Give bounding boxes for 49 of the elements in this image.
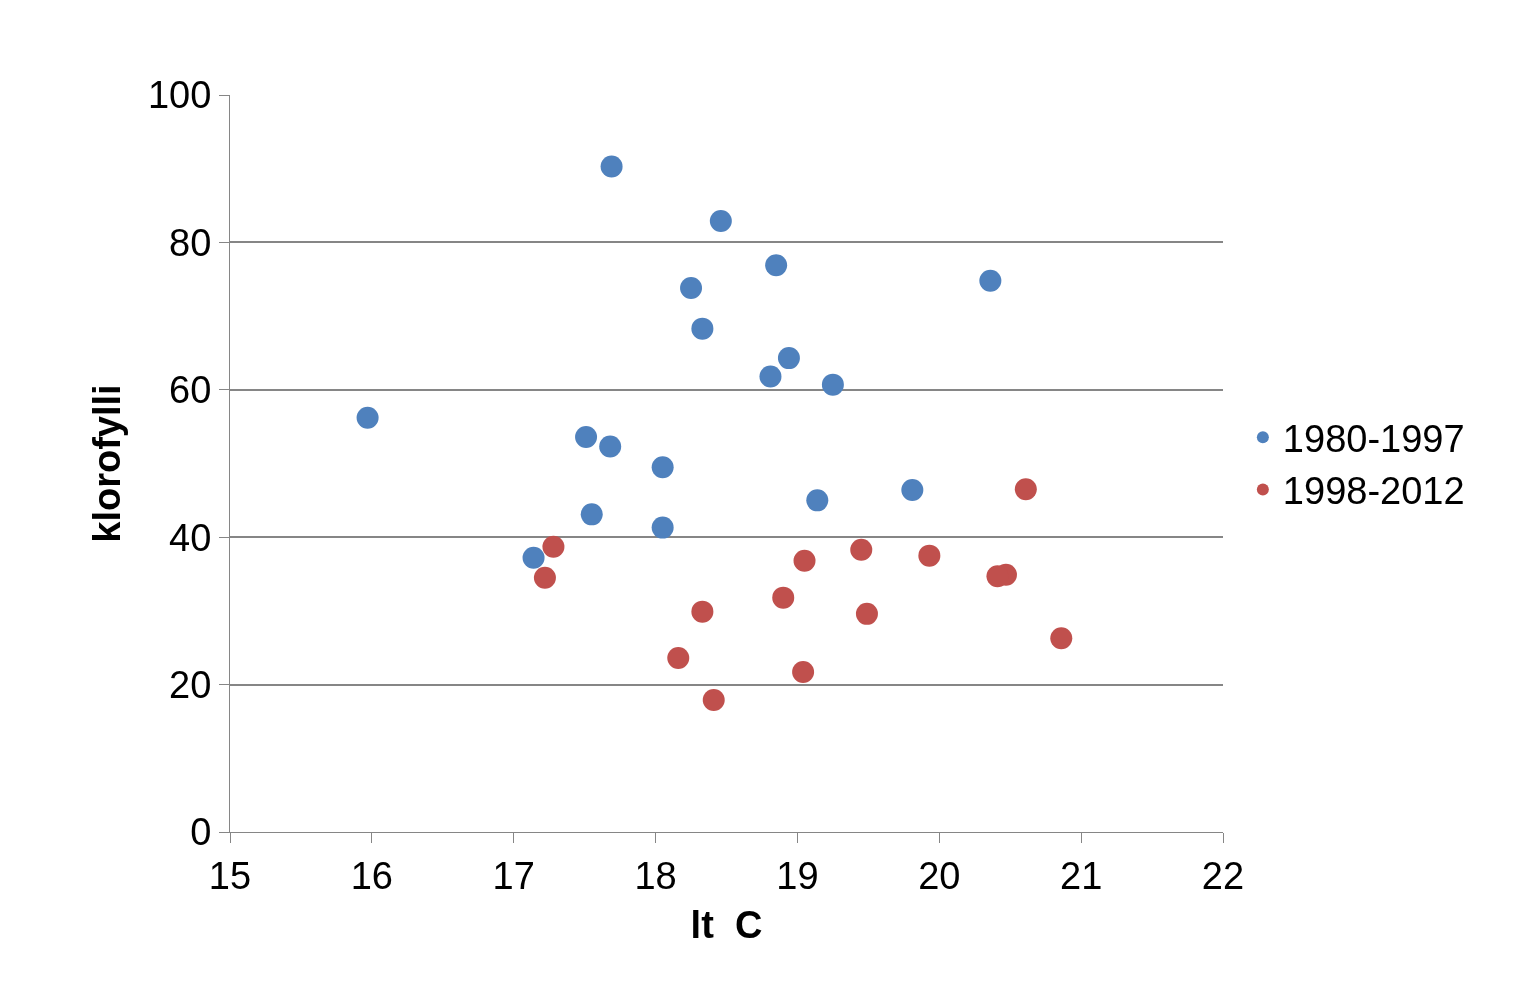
x-tick-label: 16 [350, 854, 393, 897]
point [901, 479, 924, 502]
point [691, 600, 714, 623]
point [599, 435, 622, 458]
point [533, 566, 556, 589]
point [522, 546, 545, 569]
point [772, 586, 795, 609]
point [792, 661, 815, 684]
y-tick-label: 40 [169, 516, 212, 559]
point [680, 277, 703, 300]
point [651, 456, 674, 479]
point [542, 535, 565, 558]
legend-label: 1998-2012 [1282, 470, 1465, 513]
point [702, 689, 725, 712]
point [600, 155, 623, 178]
point [793, 549, 816, 572]
point [979, 269, 1002, 292]
y-tick-label: 0 [190, 811, 212, 854]
point [806, 489, 829, 512]
y-tick-label: 80 [169, 221, 212, 264]
x-axis-title: lt C [690, 903, 763, 946]
point [691, 317, 714, 340]
point [821, 373, 844, 396]
point [356, 406, 379, 429]
point [575, 425, 598, 448]
point [759, 365, 782, 388]
y-tick-label: 60 [169, 369, 212, 412]
x-tick-label: 15 [208, 854, 252, 897]
y-axis-title: klorofylli [86, 384, 129, 543]
point [667, 647, 690, 670]
x-tick-label: 22 [1201, 854, 1245, 897]
point [765, 254, 788, 277]
x-tick-label: 19 [776, 854, 819, 897]
x-tick-label: 21 [1060, 854, 1103, 897]
point [651, 516, 674, 539]
x-tick-label: 17 [492, 854, 535, 897]
point [580, 503, 603, 526]
x-tick-label: 18 [634, 854, 677, 897]
point [1014, 478, 1037, 501]
legend-label: 1980-1997 [1282, 418, 1465, 461]
x-tick-label: 20 [918, 854, 961, 897]
point [709, 210, 732, 233]
point [777, 347, 800, 370]
y-tick-label: 20 [169, 663, 212, 706]
y-tick-label: 100 [147, 74, 212, 117]
point [855, 602, 878, 625]
point [918, 544, 941, 567]
point [1050, 627, 1073, 650]
point [850, 538, 873, 561]
